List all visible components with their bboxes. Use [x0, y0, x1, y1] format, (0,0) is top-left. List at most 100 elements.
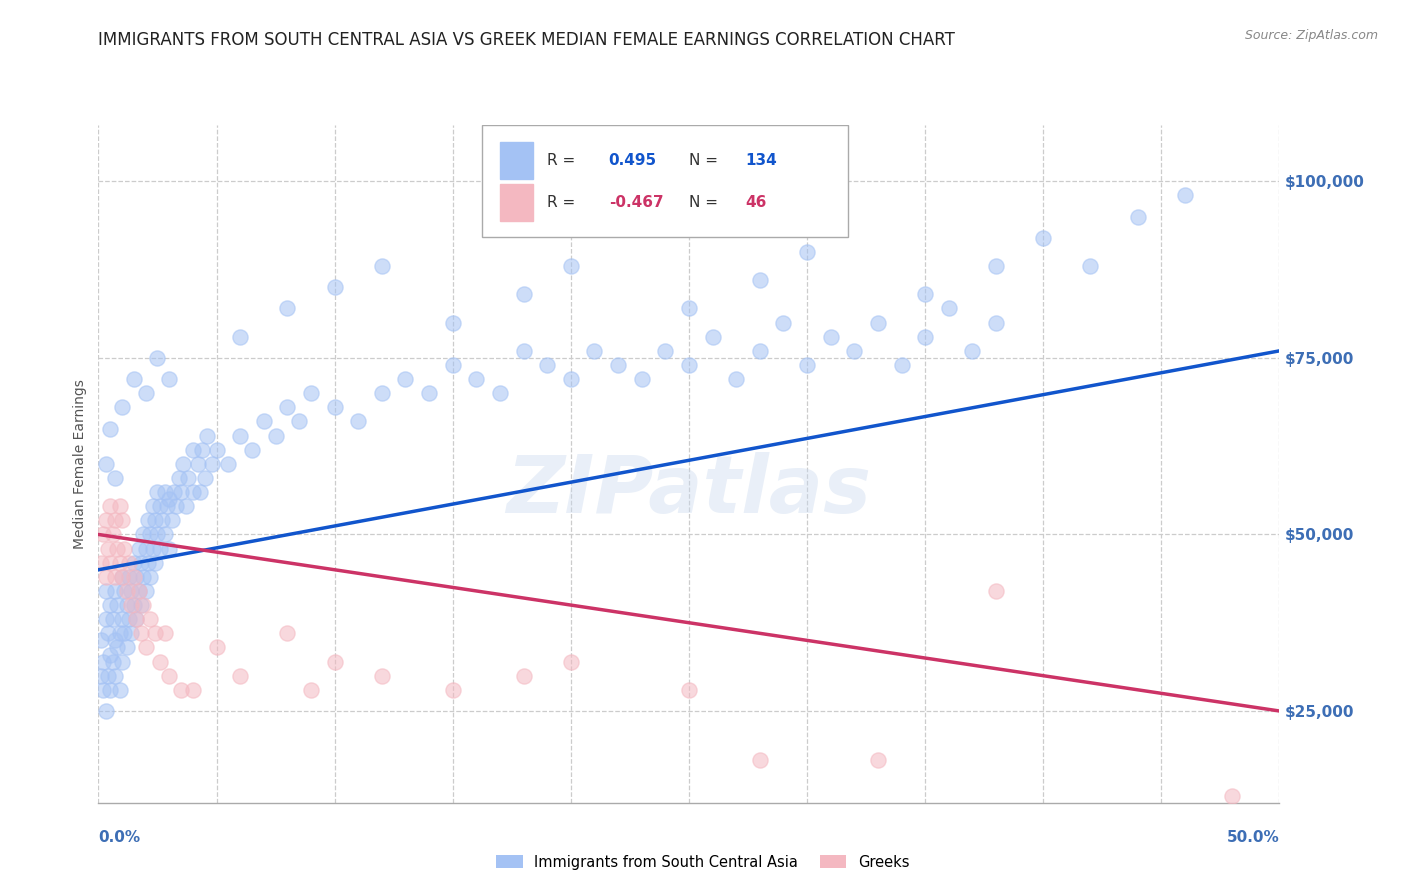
Point [146, 527, 169, 541]
Point [299, 386, 322, 401]
Point [121, 598, 143, 612]
Point [129, 556, 152, 570]
Point [489, 386, 512, 401]
Point [195, 428, 218, 442]
Point [108, 556, 131, 570]
Text: 134: 134 [745, 153, 778, 169]
Point [264, 428, 287, 442]
Point [112, 584, 135, 599]
Point [112, 541, 135, 556]
Text: N =: N = [689, 153, 723, 169]
Point [217, 457, 239, 471]
Point [914, 330, 936, 344]
Point [748, 753, 770, 767]
Point [725, 372, 748, 386]
Point [111, 655, 134, 669]
Point [125, 570, 148, 584]
Point [678, 682, 700, 697]
Point [94, 612, 117, 626]
Text: R =: R = [547, 195, 581, 211]
Point [121, 626, 143, 640]
Point [98, 682, 121, 697]
Point [132, 570, 155, 584]
Point [820, 330, 842, 344]
Point [160, 513, 183, 527]
Point [94, 457, 117, 471]
Point [112, 626, 135, 640]
Point [143, 556, 166, 570]
Point [512, 343, 534, 358]
Text: R =: R = [547, 153, 581, 169]
Point [122, 598, 145, 612]
Point [167, 471, 190, 485]
Point [165, 500, 187, 514]
Point [560, 655, 582, 669]
Point [288, 414, 311, 429]
Point [560, 372, 582, 386]
Point [1220, 789, 1243, 803]
Point [512, 669, 534, 683]
Legend: Immigrants from South Central Asia, Greeks: Immigrants from South Central Asia, Gree… [491, 849, 915, 876]
Point [702, 330, 724, 344]
Point [128, 541, 150, 556]
Point [98, 421, 121, 435]
Point [111, 570, 134, 584]
Point [441, 316, 464, 330]
Point [191, 442, 214, 457]
Point [90, 633, 112, 648]
Point [323, 655, 346, 669]
Text: 46: 46 [745, 195, 768, 211]
Point [323, 280, 346, 294]
Point [796, 358, 818, 372]
Point [323, 401, 346, 415]
Point [1174, 188, 1197, 202]
Point [748, 343, 770, 358]
Point [135, 541, 157, 556]
Point [139, 612, 162, 626]
Point [890, 358, 912, 372]
Point [142, 500, 165, 514]
Point [115, 598, 138, 612]
Point [115, 640, 138, 655]
Point [111, 401, 134, 415]
Point [111, 570, 134, 584]
Point [914, 287, 936, 301]
FancyBboxPatch shape [482, 125, 848, 236]
Text: -0.467: -0.467 [609, 195, 664, 211]
Point [122, 556, 145, 570]
Point [118, 556, 141, 570]
Point [115, 584, 138, 599]
Point [1126, 210, 1149, 224]
Point [157, 669, 180, 683]
Point [104, 513, 127, 527]
Point [201, 457, 224, 471]
Point [104, 633, 127, 648]
Point [101, 655, 124, 669]
Point [122, 372, 145, 386]
Point [129, 626, 152, 640]
Point [150, 513, 173, 527]
Point [441, 682, 464, 697]
Point [174, 500, 197, 514]
Point [205, 442, 228, 457]
Point [276, 301, 298, 316]
Point [181, 682, 204, 697]
Point [157, 541, 180, 556]
Point [125, 612, 148, 626]
Point [607, 358, 630, 372]
Point [560, 259, 582, 273]
Point [98, 500, 121, 514]
Point [149, 500, 172, 514]
Point [108, 626, 131, 640]
Point [984, 316, 1007, 330]
Point [772, 316, 794, 330]
Point [181, 442, 204, 457]
Point [187, 457, 209, 471]
Text: 0.0%: 0.0% [98, 830, 141, 845]
Point [157, 492, 180, 507]
Point [229, 428, 252, 442]
Point [135, 386, 157, 401]
Point [172, 457, 194, 471]
Point [371, 669, 394, 683]
Point [1080, 259, 1102, 273]
